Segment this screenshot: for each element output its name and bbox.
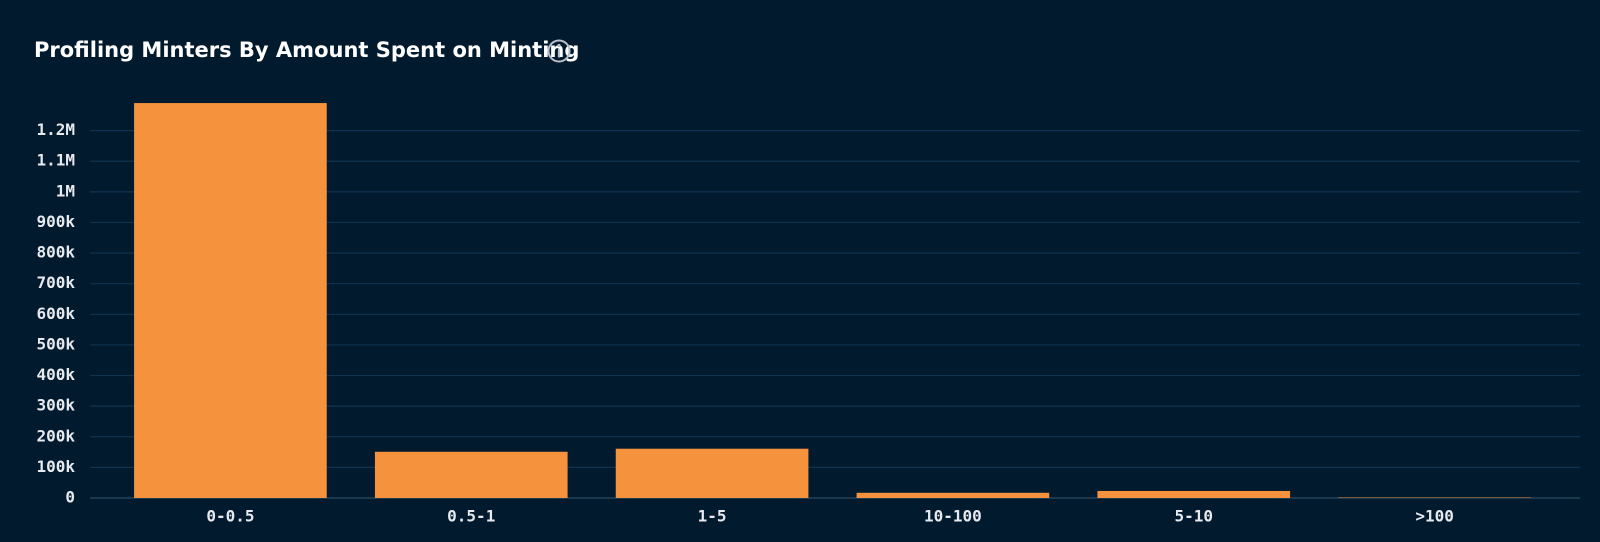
y-tick-label: 1.1M xyxy=(36,151,75,170)
y-tick-label: 0 xyxy=(65,488,75,507)
bar xyxy=(134,103,327,499)
bar xyxy=(374,451,568,498)
bar xyxy=(856,492,1050,498)
y-tick-label: 900k xyxy=(36,212,75,231)
x-tick-label: >100 xyxy=(1415,507,1454,526)
y-tick-label: 800k xyxy=(36,243,75,262)
x-tick-label: 5-10 xyxy=(1174,507,1213,526)
y-tick-label: 400k xyxy=(36,365,75,384)
y-tick-label: 700k xyxy=(36,273,75,292)
bar xyxy=(615,448,809,498)
y-tick-label: 600k xyxy=(36,304,75,323)
x-tick-label: 0.5-1 xyxy=(447,507,495,526)
y-tick-label: 500k xyxy=(36,334,75,353)
y-tick-label: 1.2M xyxy=(36,120,75,139)
x-tick-label: 0-0.5 xyxy=(206,507,254,526)
chart-title: Profiling Minters By Amount Spent on Min… xyxy=(34,38,579,62)
x-tick-label: 10-100 xyxy=(924,507,982,526)
y-tick-label: 200k xyxy=(36,426,75,445)
bar xyxy=(1097,490,1291,498)
x-tick-label: 1-5 xyxy=(698,507,727,526)
y-tick-label: 1M xyxy=(56,181,75,200)
y-tick-label: 300k xyxy=(36,396,75,415)
info-icon[interactable] xyxy=(547,39,571,63)
y-tick-label: 100k xyxy=(36,457,75,476)
